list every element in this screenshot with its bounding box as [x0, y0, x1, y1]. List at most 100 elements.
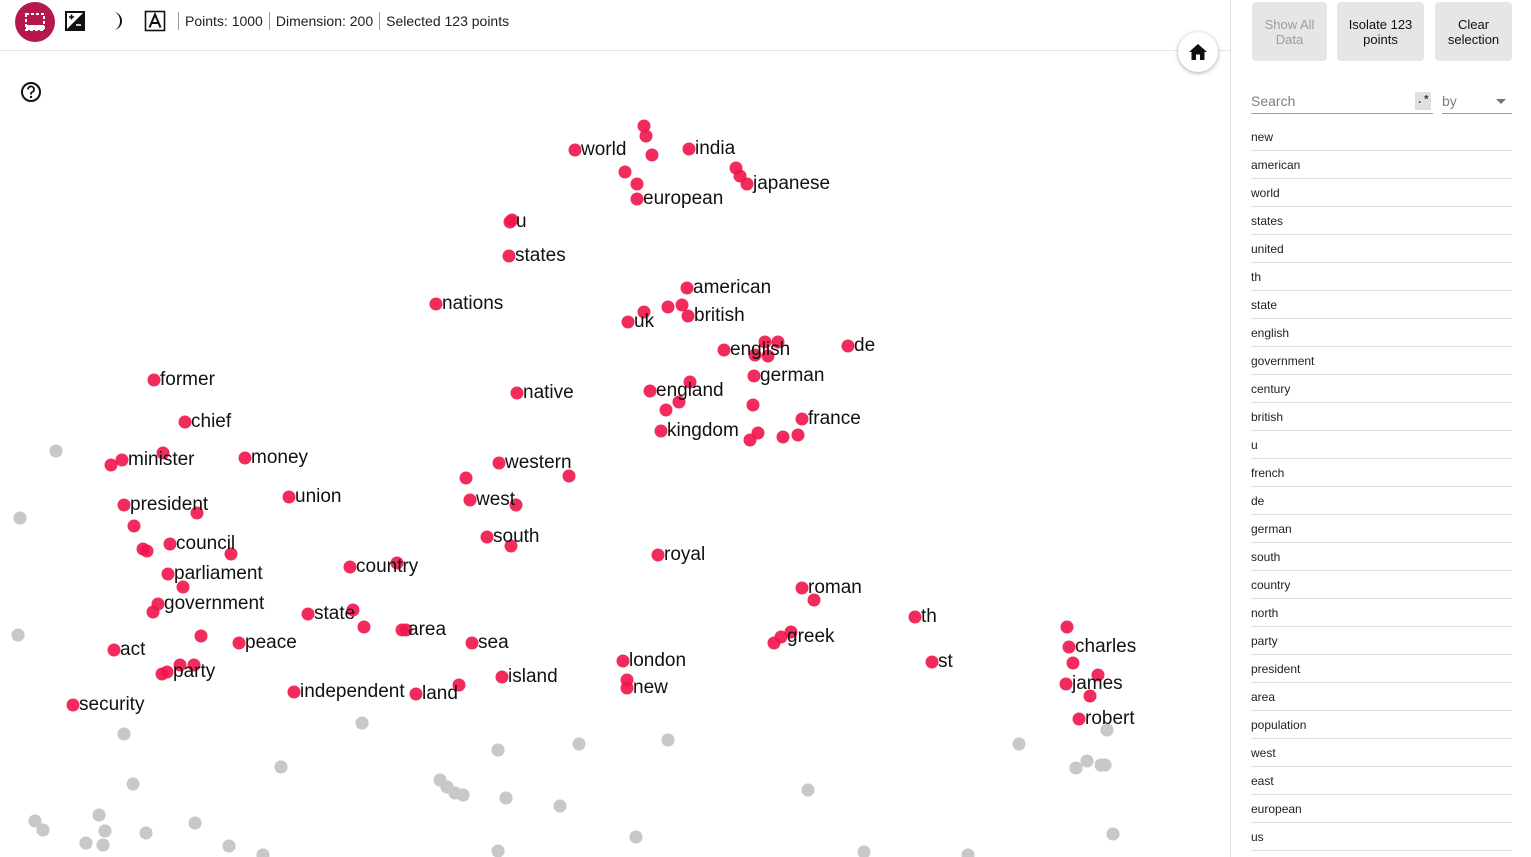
list-item[interactable]: th: [1251, 263, 1512, 291]
unselected-point[interactable]: [1012, 737, 1026, 751]
list-item[interactable]: de: [1251, 487, 1512, 515]
selected-point[interactable]: [643, 384, 657, 398]
selected-point[interactable]: [661, 300, 675, 314]
unselected-point[interactable]: [355, 716, 369, 730]
regex-toggle[interactable]: .*: [1415, 92, 1431, 110]
list-item[interactable]: party: [1251, 627, 1512, 655]
selected-point[interactable]: [502, 249, 516, 263]
scatter-plot[interactable]: world india japanese european u states nations…: [0, 0, 1230, 857]
unselected-point[interactable]: [491, 844, 505, 857]
home-button[interactable]: [1178, 32, 1218, 72]
selected-point[interactable]: [104, 458, 118, 472]
unselected-point[interactable]: [126, 777, 140, 791]
selected-point[interactable]: [771, 335, 785, 349]
selected-point[interactable]: [645, 148, 659, 162]
selected-point[interactable]: [156, 446, 170, 460]
unselected-point[interactable]: [222, 839, 236, 853]
list-item[interactable]: west: [1251, 739, 1512, 767]
selected-point[interactable]: [758, 335, 772, 349]
selected-point[interactable]: [672, 395, 686, 409]
list-item[interactable]: states: [1251, 207, 1512, 235]
list-item[interactable]: south: [1251, 543, 1512, 571]
unselected-point[interactable]: [801, 783, 815, 797]
selected-point[interactable]: [639, 129, 653, 143]
selected-point[interactable]: [115, 453, 129, 467]
selected-point[interactable]: [776, 430, 790, 444]
selected-point[interactable]: [562, 469, 576, 483]
list-item[interactable]: east: [1251, 767, 1512, 795]
isolate-points-button[interactable]: Isolate 123 points: [1337, 2, 1424, 61]
selected-point[interactable]: [492, 456, 506, 470]
list-item[interactable]: united: [1251, 235, 1512, 263]
selected-point[interactable]: [654, 424, 668, 438]
selected-point[interactable]: [675, 298, 689, 312]
selected-point[interactable]: [807, 593, 821, 607]
selected-point[interactable]: [107, 643, 121, 657]
unselected-point[interactable]: [661, 733, 675, 747]
unselected-point[interactable]: [79, 836, 93, 850]
selected-point[interactable]: [224, 547, 238, 561]
list-item[interactable]: century: [1251, 375, 1512, 403]
unselected-point[interactable]: [11, 628, 25, 642]
selected-point[interactable]: [1062, 640, 1076, 654]
moon-icon[interactable]: [104, 10, 126, 32]
selected-point[interactable]: [651, 548, 665, 562]
selected-point[interactable]: [480, 530, 494, 544]
list-item[interactable]: country: [1251, 571, 1512, 599]
list-item[interactable]: area: [1251, 683, 1512, 711]
selected-point[interactable]: [510, 386, 524, 400]
unselected-point[interactable]: [857, 845, 871, 857]
unselected-point[interactable]: [117, 727, 131, 741]
list-item[interactable]: european: [1251, 795, 1512, 823]
unselected-point[interactable]: [1098, 758, 1112, 772]
selected-point[interactable]: [740, 177, 754, 191]
selected-point[interactable]: [795, 412, 809, 426]
unselected-point[interactable]: [1069, 761, 1083, 775]
selected-point[interactable]: [173, 658, 187, 672]
unselected-point[interactable]: [98, 824, 112, 838]
unselected-point[interactable]: [572, 737, 586, 751]
show-all-data-button[interactable]: Show All Data: [1252, 2, 1327, 61]
selected-point[interactable]: [160, 665, 174, 679]
list-item[interactable]: american: [1251, 151, 1512, 179]
selected-point[interactable]: [140, 544, 154, 558]
selected-point[interactable]: [1059, 677, 1073, 691]
selected-point[interactable]: [908, 610, 922, 624]
select-region-icon[interactable]: [15, 2, 55, 42]
selected-point[interactable]: [178, 415, 192, 429]
selected-point[interactable]: [463, 493, 477, 507]
selected-point[interactable]: [151, 597, 165, 611]
unselected-point[interactable]: [36, 823, 50, 837]
list-item[interactable]: world: [1251, 179, 1512, 207]
selected-point[interactable]: [465, 636, 479, 650]
selected-point[interactable]: [621, 315, 635, 329]
selected-point[interactable]: [343, 560, 357, 574]
selected-point[interactable]: [161, 567, 175, 581]
search-by-select[interactable]: by: [1442, 90, 1512, 114]
selected-point[interactable]: [637, 305, 651, 319]
selected-point[interactable]: [117, 498, 131, 512]
selected-point[interactable]: [504, 539, 518, 553]
selected-point[interactable]: [127, 519, 141, 533]
label-icon[interactable]: [144, 10, 166, 32]
selected-point[interactable]: [287, 685, 301, 699]
selected-point[interactable]: [681, 309, 695, 323]
selected-point[interactable]: [301, 607, 315, 621]
selected-point[interactable]: [238, 451, 252, 465]
list-item[interactable]: president: [1251, 655, 1512, 683]
selected-point[interactable]: [841, 339, 855, 353]
selected-point[interactable]: [795, 581, 809, 595]
unselected-point[interactable]: [256, 848, 270, 857]
unselected-point[interactable]: [456, 788, 470, 802]
selected-point[interactable]: [925, 655, 939, 669]
selected-point[interactable]: [282, 490, 296, 504]
selected-point[interactable]: [616, 654, 630, 668]
selected-point[interactable]: [743, 433, 757, 447]
selected-point[interactable]: [357, 620, 371, 634]
selected-point[interactable]: [176, 580, 190, 594]
unselected-point[interactable]: [1106, 827, 1120, 841]
unselected-point[interactable]: [139, 826, 153, 840]
selected-point[interactable]: [791, 428, 805, 442]
selected-point[interactable]: [194, 629, 208, 643]
list-item[interactable]: population: [1251, 711, 1512, 739]
